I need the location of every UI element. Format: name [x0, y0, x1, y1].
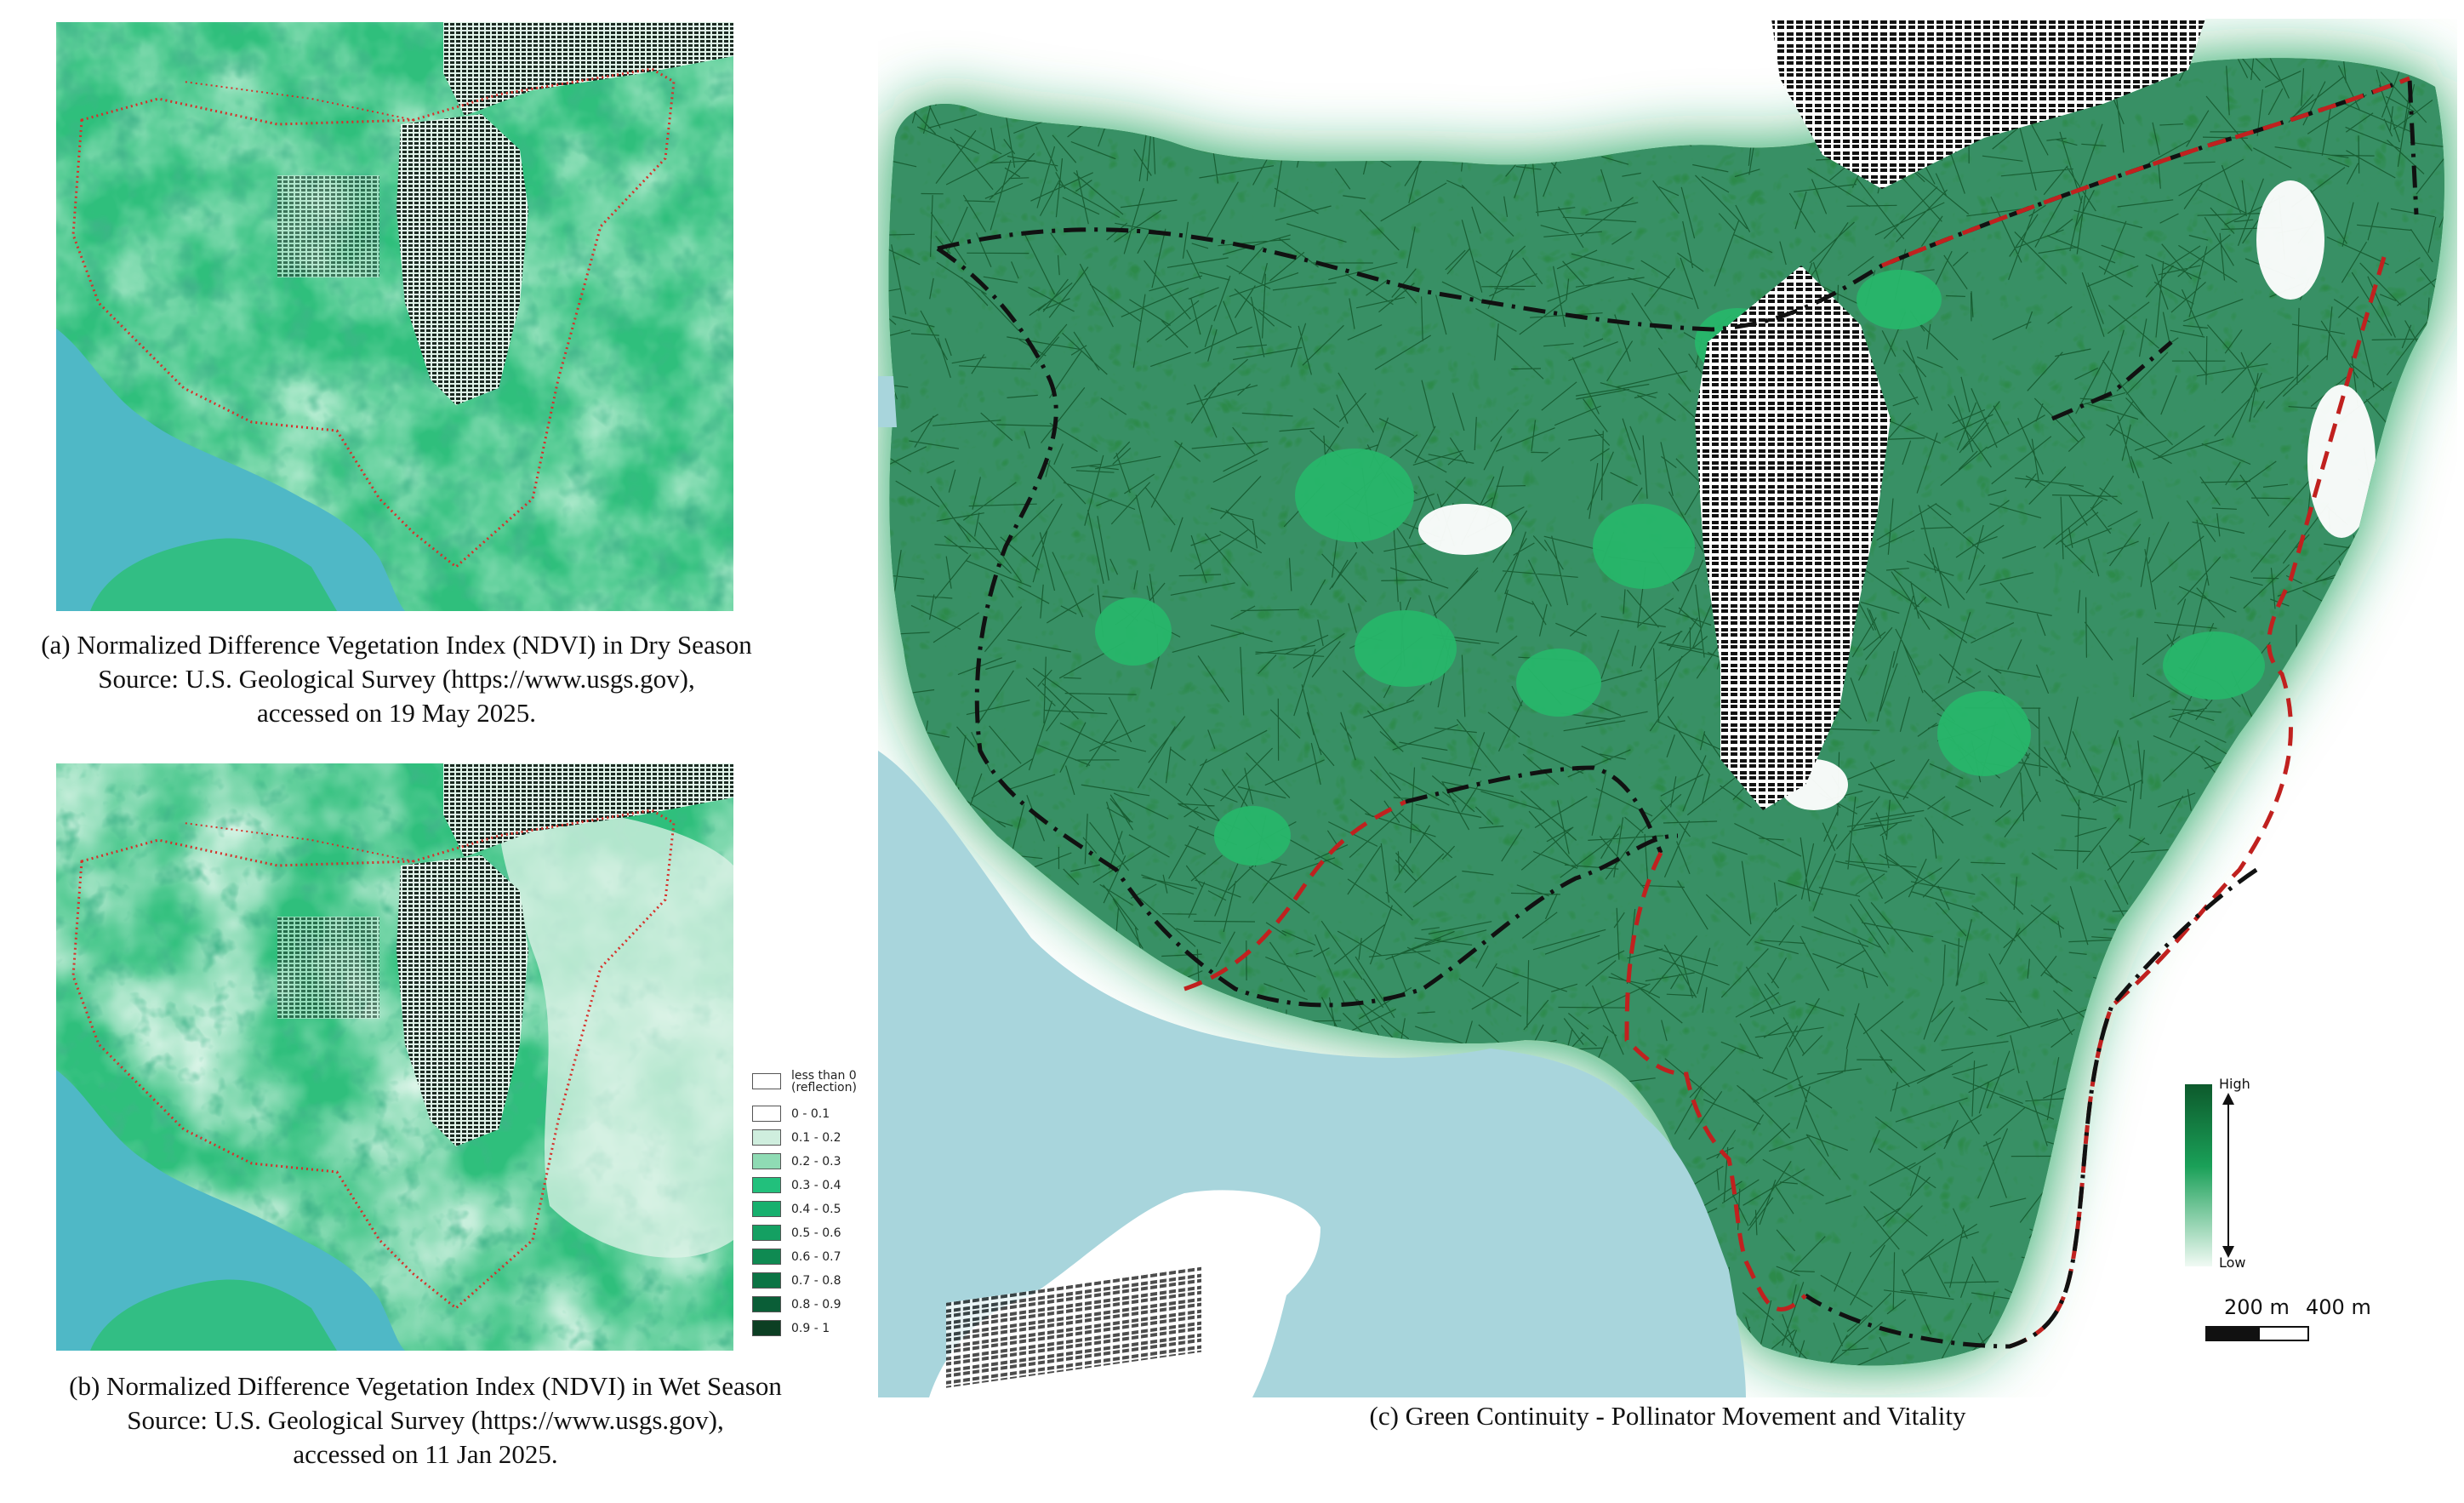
legend-label: 0 - 0.1	[791, 1106, 830, 1121]
legend-swatch	[752, 1201, 781, 1217]
scale-bar: 200 m 400 m	[2205, 1295, 2376, 1363]
panel-c-green-continuity: High Low 200 m 400 m (c) Green Continuit…	[878, 19, 2457, 1431]
legend-label: 0.3 - 0.4	[791, 1178, 841, 1192]
scale-bar-black-segment	[2205, 1326, 2262, 1341]
caption-b-line3: accessed on 11 Jan 2025.	[293, 1439, 558, 1469]
legend-label: 0.4 - 0.5	[791, 1202, 841, 1216]
caption-a-line1: (a) Normalized Difference Vegetation Ind…	[41, 630, 752, 660]
legend-label: 0.9 - 1	[791, 1321, 830, 1335]
caption-b-line1: (b) Normalized Difference Vegetation Ind…	[69, 1371, 782, 1401]
ndvi-wet-season-map	[56, 763, 733, 1351]
legend-label: 0.8 - 0.9	[791, 1297, 841, 1312]
legend-label: less than 0 (reflection)	[791, 1070, 857, 1094]
scale-bar-white-segment	[2258, 1326, 2309, 1341]
vitality-arrow	[2227, 1100, 2229, 1251]
panel-a-dry-season: (a) Normalized Difference Vegetation Ind…	[41, 22, 752, 728]
vitality-low-label: Low	[2219, 1254, 2246, 1271]
vitality-legend: High Low	[2185, 1076, 2262, 1289]
legend-item: 0.8 - 0.9	[752, 1295, 841, 1313]
legend-swatch	[752, 1296, 781, 1312]
legend-swatch	[752, 1106, 781, 1122]
legend-label: 0.1 - 0.2	[791, 1130, 841, 1145]
legend-label: 0.2 - 0.3	[791, 1154, 841, 1169]
scale-label-400: 400 m	[2306, 1295, 2371, 1319]
arrow-down-icon	[2222, 1246, 2234, 1258]
caption-panel-b: (b) Normalized Difference Vegetation Ind…	[0, 1369, 851, 1472]
legend-item: 0.5 - 0.6	[752, 1224, 841, 1242]
legend-label-line1: less than 0	[791, 1068, 857, 1083]
legend-label: 0.5 - 0.6	[791, 1226, 841, 1240]
legend-item: 0.6 - 0.7	[752, 1248, 841, 1266]
legend-item: 0 - 0.1	[752, 1105, 830, 1123]
ndvi-dry-season-map	[56, 22, 733, 611]
legend-swatch	[752, 1129, 781, 1146]
legend-item: 0.3 - 0.4	[752, 1176, 841, 1194]
legend-swatch	[752, 1272, 781, 1289]
legend-swatch	[752, 1153, 781, 1169]
legend-label: 0.6 - 0.7	[791, 1249, 841, 1264]
legend-label-line2: (reflection)	[791, 1080, 857, 1094]
caption-panel-a: (a) Normalized Difference Vegetation Ind…	[0, 628, 793, 730]
vitality-gradient-bar	[2185, 1084, 2212, 1266]
green-continuity-map	[878, 19, 2457, 1397]
legend-item: 0.9 - 1	[752, 1319, 830, 1337]
legend-item: 0.1 - 0.2	[752, 1129, 841, 1146]
legend-label: 0.7 - 0.8	[791, 1273, 841, 1288]
arrow-up-icon	[2222, 1093, 2234, 1105]
vitality-high-label: High	[2219, 1076, 2250, 1092]
caption-b-line2: Source: U.S. Geological Survey (https://…	[127, 1405, 724, 1435]
legend-item: 0.2 - 0.3	[752, 1152, 841, 1170]
legend-swatch	[752, 1249, 781, 1265]
legend-swatch	[752, 1225, 781, 1241]
panel-b-wet-season: (b) Normalized Difference Vegetation Ind…	[56, 763, 782, 1469]
legend-item: 0.4 - 0.5	[752, 1200, 841, 1218]
caption-panel-c: (c) Green Continuity - Pollinator Moveme…	[1369, 1401, 1966, 1431]
caption-a-line3: accessed on 19 May 2025.	[257, 698, 536, 728]
ndvi-legend: less than 0 (reflection) 0 - 0.1 0.1 - 0…	[752, 1070, 880, 1345]
legend-swatch	[752, 1177, 781, 1193]
caption-a-line2: Source: U.S. Geological Survey (https://…	[98, 664, 695, 694]
legend-swatch	[752, 1073, 781, 1089]
scale-label-200: 200 m	[2224, 1295, 2290, 1319]
legend-item: less than 0 (reflection)	[752, 1070, 857, 1094]
legend-item: 0.7 - 0.8	[752, 1272, 841, 1289]
legend-swatch	[752, 1320, 781, 1336]
